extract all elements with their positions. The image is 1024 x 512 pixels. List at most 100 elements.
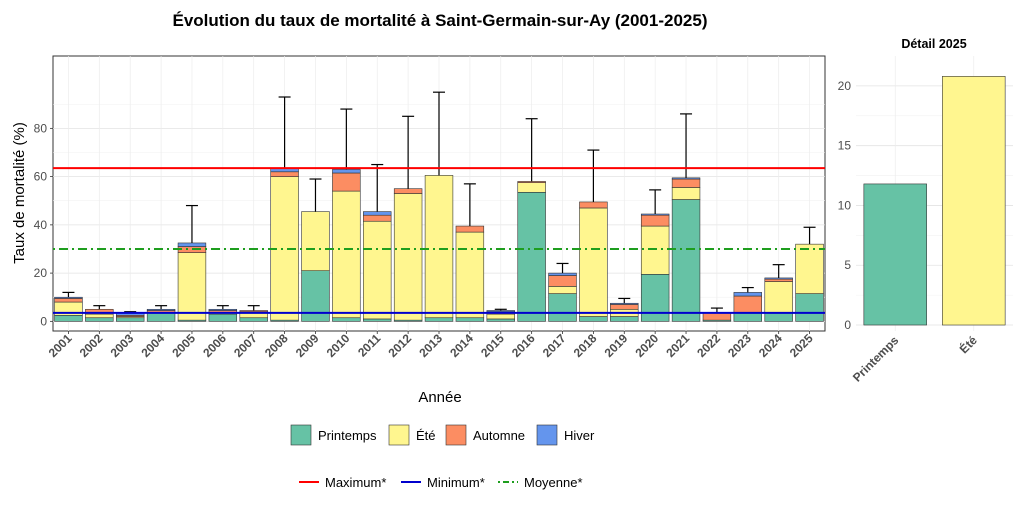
- legend-item-maximum: Maximum*: [299, 475, 386, 490]
- detail-y-tick-label: 20: [838, 79, 852, 93]
- bar-2017-automne: [548, 275, 577, 287]
- error-bar-2020: [649, 189, 662, 215]
- legend-item-hiver: Hiver: [536, 424, 595, 446]
- bar-2017-hiver: [548, 272, 577, 276]
- bar-2014-printemps: [455, 317, 485, 322]
- bar-2004-hiver: [146, 308, 176, 311]
- detail-x-tick-label-printemps: Printemps: [850, 333, 902, 385]
- detail-x-tick-label-ete: Été: [956, 332, 980, 356]
- legend-label-hiver: Hiver: [564, 428, 595, 443]
- legend-swatch-printemps: [290, 424, 312, 446]
- y-tick-label: 40: [34, 218, 48, 232]
- x-axis-title: Année: [418, 389, 461, 406]
- bar-2021-hiver: [671, 177, 701, 180]
- bar-2014-ete: [455, 231, 485, 319]
- bar-2001-printemps: [54, 315, 83, 322]
- x-tick-label-2008: 2008: [262, 331, 291, 360]
- bar-2006-hiver: [208, 308, 238, 311]
- bar-2010-automne: [332, 172, 361, 192]
- error-bar-2021: [680, 113, 693, 178]
- bar-2015-hiver: [486, 310, 515, 313]
- legend-label-moyenne: Moyenne*: [524, 475, 583, 490]
- bar-2007-printemps: [239, 317, 268, 322]
- bar-2011-ete: [363, 220, 392, 320]
- x-tick-label-2021: 2021: [663, 331, 692, 360]
- error-bar-2004: [155, 305, 168, 310]
- error-bar-2015: [494, 308, 507, 311]
- x-tick-label-2010: 2010: [324, 331, 353, 360]
- x-tick-label-2005: 2005: [169, 331, 198, 360]
- error-bar-2011: [371, 163, 384, 212]
- legend-item-ete: Été: [388, 424, 436, 446]
- bar-2020-ete: [640, 225, 670, 275]
- x-tick-label-2011: 2011: [355, 331, 384, 360]
- legend-swatch-automne: [445, 424, 467, 446]
- legend-swatch-ete: [388, 424, 410, 446]
- bar-2002-ete: [85, 313, 114, 319]
- bar-2024-printemps: [764, 312, 793, 322]
- x-tick-label-2014: 2014: [447, 331, 476, 360]
- bar-2019-printemps: [610, 316, 639, 322]
- error-bar-2005: [185, 204, 198, 243]
- x-tick-label-2024: 2024: [756, 331, 785, 360]
- x-tick-label-2009: 2009: [293, 331, 322, 360]
- error-bar-2002: [93, 305, 106, 310]
- bar-2024-ete: [764, 281, 793, 314]
- bar-2005-automne: [177, 246, 207, 253]
- bar-2025-printemps: [795, 293, 824, 322]
- bar-2016-automne: [517, 181, 546, 183]
- bar-2021-ete: [671, 187, 701, 200]
- bar-2012-automne: [393, 188, 423, 194]
- bar-2004-printemps: [146, 312, 176, 322]
- legend-label-maximum: Maximum*: [325, 475, 386, 490]
- error-bar-2014: [463, 183, 476, 227]
- error-bar-2024: [772, 264, 785, 278]
- bar-2008-automne: [270, 171, 299, 177]
- bar-2011-hiver: [363, 211, 392, 216]
- detail-y-tick-label: 10: [838, 198, 852, 212]
- y-tick-label: 20: [34, 266, 48, 280]
- x-tick-label-2012: 2012: [385, 331, 414, 360]
- detail-chart-title: Détail 2025: [901, 37, 966, 51]
- bar-2012-ete: [393, 193, 423, 321]
- bar-2011-printemps: [363, 318, 392, 322]
- bar-2022-automne: [702, 312, 732, 321]
- error-bar-2006: [216, 305, 229, 310]
- y-tick-label: 80: [34, 121, 48, 135]
- x-tick-label-2019: 2019: [602, 331, 631, 360]
- bar-2018-automne: [579, 201, 608, 209]
- bar-2002-printemps: [85, 317, 114, 322]
- x-tick-label-2007: 2007: [231, 331, 260, 360]
- x-tick-label-2001: 2001: [46, 331, 75, 360]
- bar-2010-ete: [332, 190, 361, 319]
- bar-2016-printemps: [517, 191, 546, 322]
- error-bar-2012: [402, 115, 415, 189]
- x-tick-label-2015: 2015: [478, 331, 507, 360]
- error-bar-2025: [803, 226, 816, 245]
- x-tick-label-2013: 2013: [416, 331, 445, 360]
- y-axis-title: Taux de mortalité (%): [11, 122, 28, 264]
- error-bar-2019: [618, 297, 631, 304]
- bar-2017-ete: [548, 286, 577, 294]
- legend-label-automne: Automne: [473, 428, 525, 443]
- error-bar-2018: [587, 149, 600, 202]
- bar-2021-automne: [671, 178, 701, 188]
- bar-2013-ete: [424, 175, 454, 319]
- bar-2005-ete: [177, 252, 207, 321]
- legend-item-moyenne: Moyenne*: [498, 475, 583, 490]
- bar-2003-printemps: [116, 317, 145, 322]
- error-bar-2009: [309, 178, 322, 212]
- detail-y-tick-label: 5: [844, 258, 851, 272]
- bar-2017-printemps: [548, 293, 577, 322]
- bar-2023-printemps: [733, 312, 762, 322]
- bar-2016-ete: [517, 182, 546, 193]
- x-tick-label-2016: 2016: [509, 331, 538, 360]
- x-tick-label-2018: 2018: [571, 331, 600, 360]
- detail-plot-panel: 0 5 10 15 20 Printemps Été: [838, 56, 1013, 385]
- x-tick-label-2002: 2002: [77, 331, 106, 360]
- x-tick-label-2017: 2017: [540, 331, 569, 360]
- bar-2001-hiver: [54, 296, 83, 299]
- x-tick-label-2003: 2003: [108, 331, 137, 360]
- legend-item-minimum: Minimum*: [401, 475, 485, 490]
